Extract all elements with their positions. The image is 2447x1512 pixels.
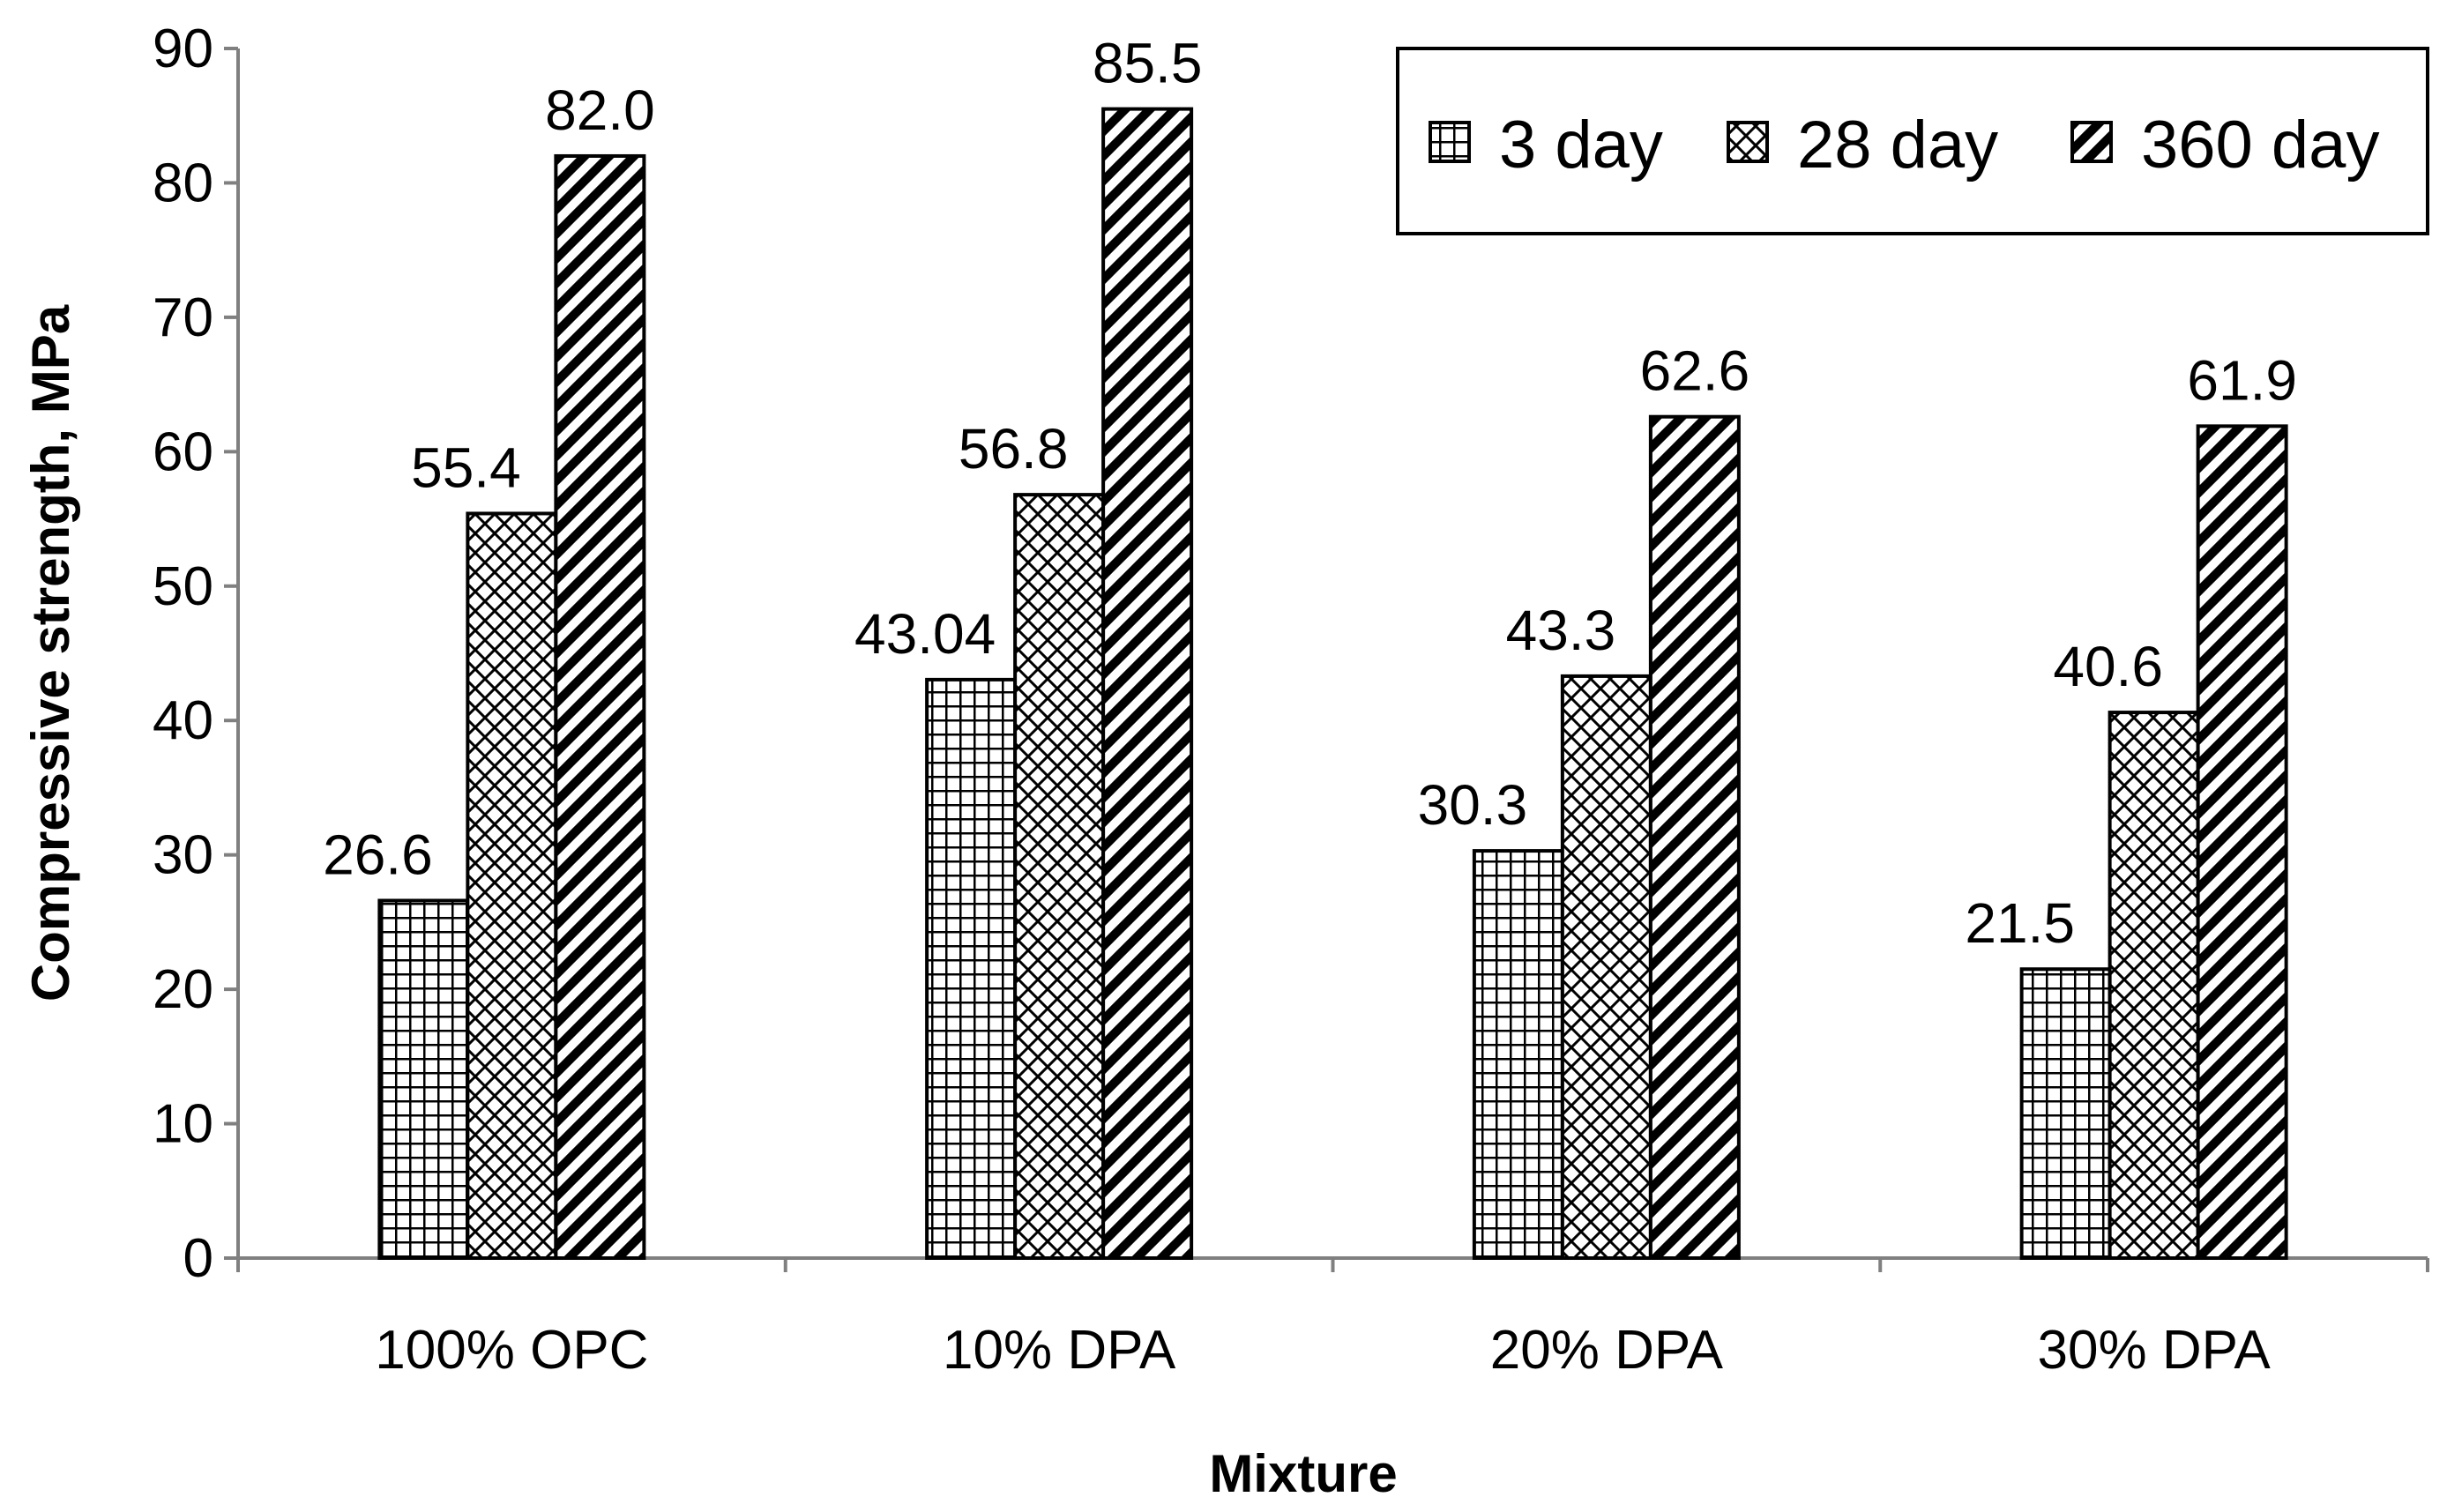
- data-label-28-day-100-opc: 55.4: [411, 436, 521, 499]
- bar-360-day-30-dpa: [2196, 424, 2288, 1260]
- legend-swatch-28-day: [1727, 121, 1769, 163]
- bar-3-day-100-opc: [377, 898, 470, 1261]
- data-label-28-day-10-dpa: 56.8: [959, 417, 1069, 480]
- bar-28-day-10-dpa: [1013, 493, 1106, 1260]
- y-tick-label: 60: [153, 421, 213, 482]
- y-tick-label: 80: [153, 153, 213, 213]
- legend-label-360-day: 360 day: [2141, 108, 2379, 182]
- legend-box: [1396, 47, 2429, 235]
- x-axis-title: Mixture: [1209, 1444, 1397, 1503]
- legend-swatch-3-day: [1429, 121, 1471, 163]
- data-label-360-day-20-dpa: 62.6: [1640, 339, 1750, 403]
- bars: [377, 107, 2288, 1261]
- data-label-3-day-20-dpa: 30.3: [1418, 773, 1528, 837]
- data-label-28-day-30-dpa: 40.6: [2053, 635, 2163, 698]
- data-label-3-day-100-opc: 26.6: [323, 823, 433, 886]
- legend-label-3-day: 3 day: [1499, 108, 1663, 182]
- y-tick-label: 40: [153, 690, 213, 751]
- y-tick-label: 0: [183, 1228, 213, 1289]
- y-axis-title: Compressive strength, MPa: [21, 304, 80, 1002]
- bar-360-day-20-dpa: [1648, 414, 1741, 1261]
- y-tick-label: 20: [153, 959, 213, 1020]
- bar-3-day-30-dpa: [2019, 967, 2112, 1260]
- y-tick-label: 10: [153, 1094, 213, 1155]
- data-label-360-day-10-dpa: 85.5: [1093, 32, 1203, 95]
- bar-3-day-10-dpa: [925, 677, 1018, 1260]
- x-tick-label: 20% DPA: [1490, 1320, 1724, 1381]
- x-tick-label: 10% DPA: [943, 1320, 1176, 1381]
- bar-360-day-10-dpa: [1101, 107, 1194, 1261]
- data-label-3-day-10-dpa: 43.04: [854, 602, 996, 666]
- data-label-360-day-30-dpa: 61.9: [2187, 348, 2297, 412]
- x-tick-label: 30% DPA: [2038, 1320, 2272, 1381]
- bar-28-day-30-dpa: [2108, 711, 2200, 1260]
- x-tick-label: 100% OPC: [375, 1320, 648, 1381]
- y-tick-label: 90: [153, 19, 213, 79]
- data-label-28-day-20-dpa: 43.3: [1506, 599, 1616, 662]
- bar-28-day-20-dpa: [1560, 674, 1652, 1260]
- bar-28-day-100-opc: [466, 511, 558, 1260]
- bar-360-day-100-opc: [554, 153, 646, 1260]
- data-labels: 26.6 55.4 82.0 43.04 56.8 85.5 30.3 43.3 62.6 21.…: [323, 32, 2297, 956]
- bar-3-day-20-dpa: [1472, 849, 1564, 1260]
- y-tick-label: 70: [153, 287, 213, 348]
- x-axis-ticks: 100% OPC 10% DPA 20% DPA 30% DPA: [236, 1258, 2429, 1381]
- data-label-360-day-100-opc: 82.0: [545, 78, 655, 142]
- y-axis-ticks: 0 10 20 30 40 50 60 70 80 90: [153, 19, 238, 1289]
- legend: 3 day 28 day 360 day: [1396, 47, 2429, 235]
- y-tick-label: 30: [153, 825, 213, 886]
- data-label-3-day-30-dpa: 21.5: [1965, 891, 2075, 955]
- y-tick-label: 50: [153, 556, 213, 617]
- legend-swatch-360-day: [2070, 121, 2113, 163]
- legend-label-28-day: 28 day: [1797, 108, 1998, 182]
